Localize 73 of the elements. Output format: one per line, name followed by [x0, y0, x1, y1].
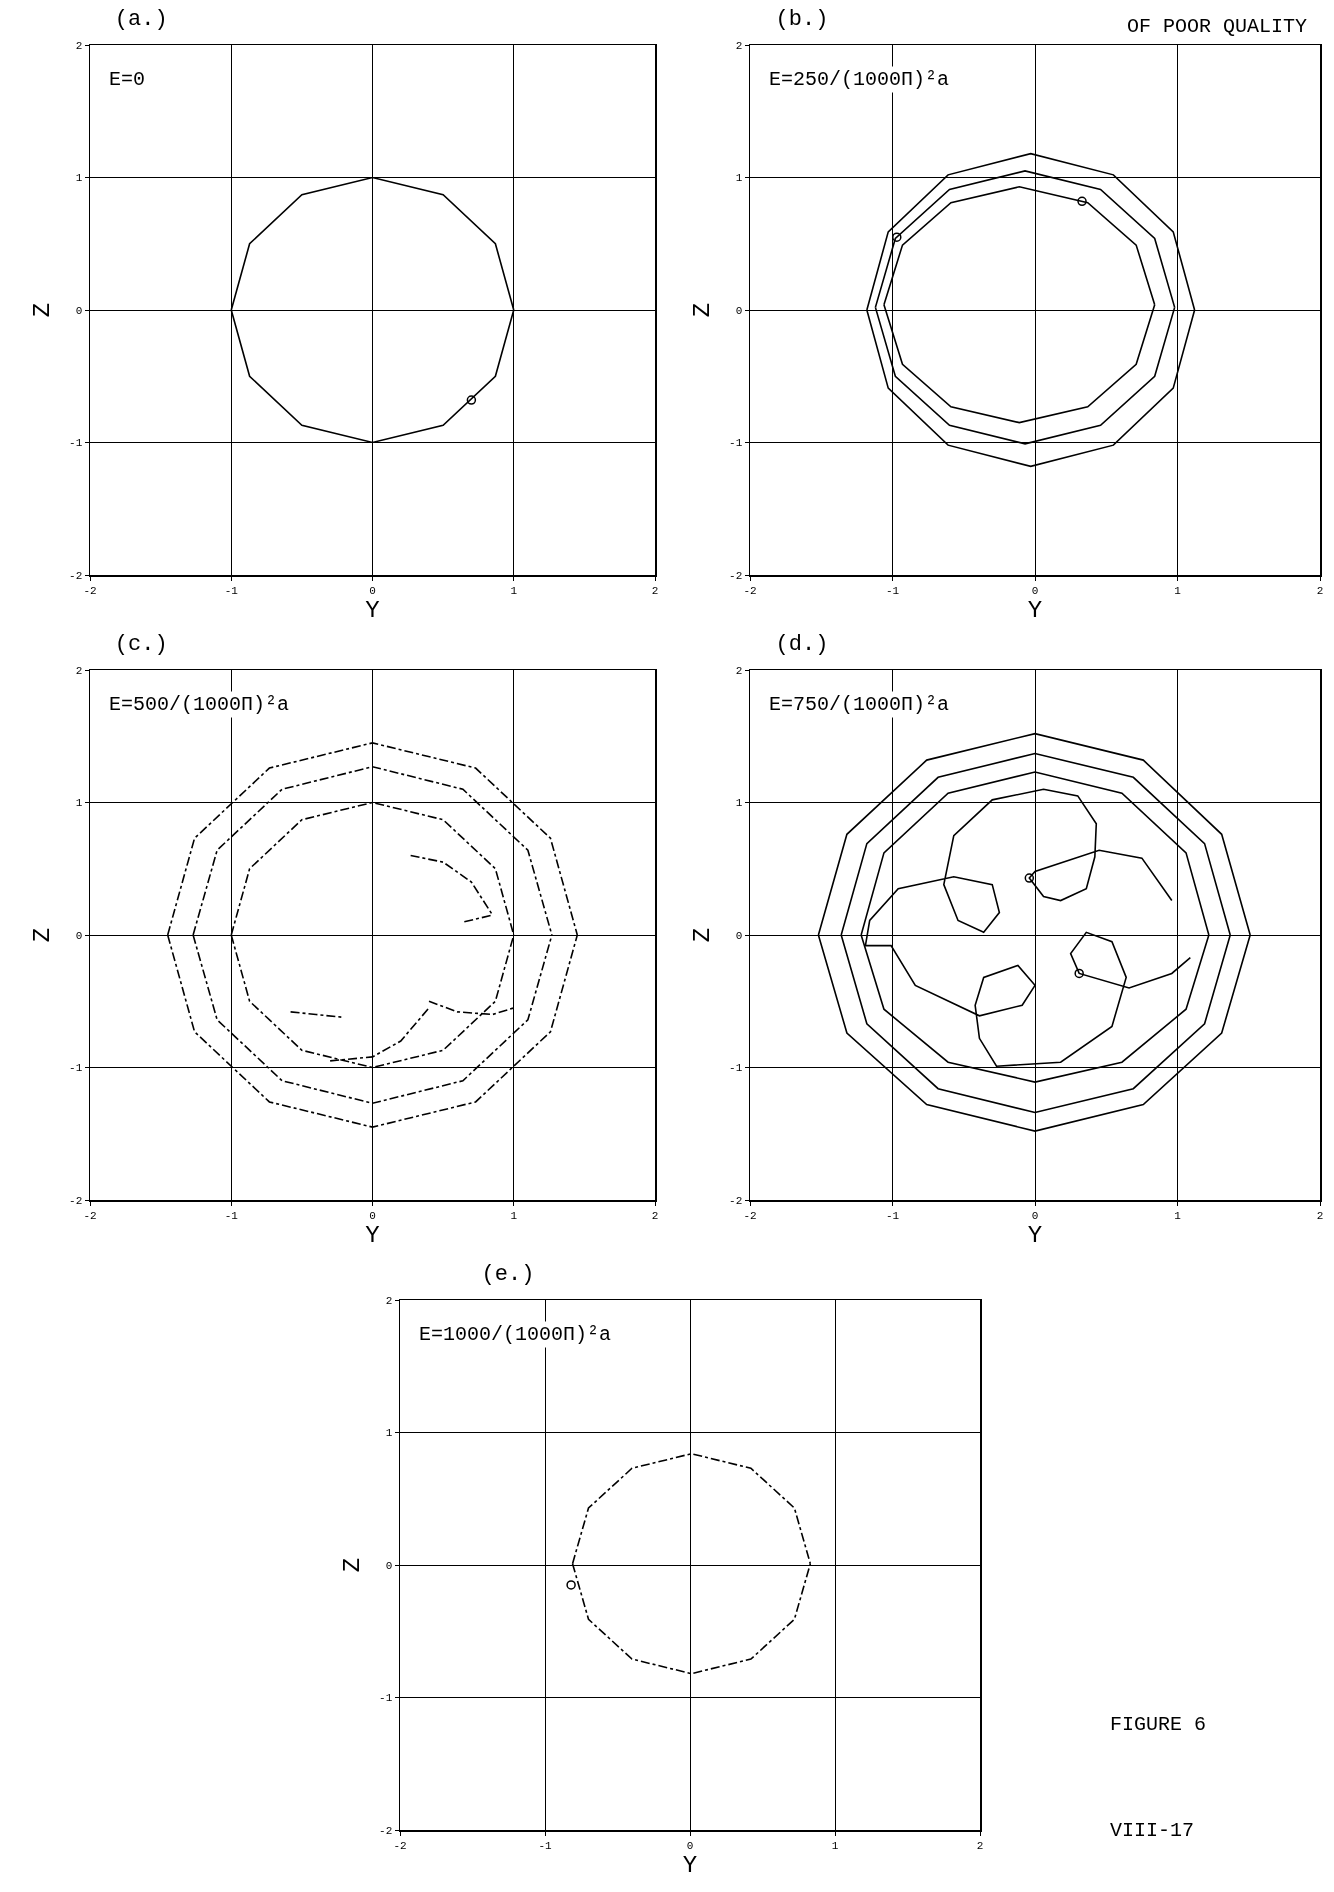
x-tick-label: 0 [369, 584, 376, 597]
y-tick-label: 2 [735, 664, 743, 677]
x-tick-label: -1 [885, 584, 900, 597]
x-axis-title: Y [365, 596, 380, 624]
y-axis-title: Z [339, 1557, 367, 1573]
x-tick-label: 2 [1316, 1209, 1324, 1222]
y-tick-label: 1 [75, 797, 83, 810]
chart-title: (b.) [775, 6, 829, 32]
y-tick-label: 1 [75, 172, 83, 185]
y-tick-label: -1 [729, 1062, 743, 1075]
annotation: E=750/(1000Π)²a [769, 693, 950, 716]
x-tick-label: -1 [224, 1209, 239, 1222]
x-tick-label: -2 [393, 1839, 407, 1852]
y-tick-label: 0 [735, 304, 743, 317]
x-tick-label: 1 [1174, 584, 1182, 597]
x-axis-title: Y [1027, 1221, 1043, 1249]
y-axis-title: Z [29, 302, 57, 318]
y-tick-label: -2 [69, 1194, 83, 1207]
y-tick-label: -2 [729, 1194, 743, 1207]
y-axis-title: Z [689, 302, 717, 318]
y-tick-label: -2 [69, 569, 83, 582]
caption: FIGURE 6 [1110, 1713, 1207, 1736]
y-tick-label: 0 [385, 1559, 393, 1572]
x-tick-label: -1 [538, 1839, 552, 1852]
chart-title: (d.) [775, 631, 829, 657]
y-tick-label: 2 [385, 1294, 393, 1307]
y-tick-label: -1 [379, 1692, 393, 1705]
annotation: E=0 [109, 68, 146, 91]
x-tick-label: 0 [369, 1209, 376, 1222]
text: VIII-17 [1110, 1819, 1195, 1842]
x-tick-label: 0 [686, 1839, 694, 1852]
y-tick-label: -1 [729, 437, 743, 450]
y-tick-label: -2 [729, 569, 743, 582]
x-tick-label: 1 [1174, 1209, 1182, 1222]
y-axis-title: Z [689, 927, 717, 943]
y-tick-label: 1 [735, 797, 743, 810]
y-tick-label: -2 [379, 1824, 393, 1837]
x-tick-label: -2 [743, 1209, 757, 1222]
y-tick-label: 0 [75, 929, 83, 942]
y-tick-label: 1 [735, 172, 743, 185]
y-tick-label: 1 [385, 1427, 393, 1440]
y-tick-label: -1 [69, 437, 83, 450]
x-tick-label: 0 [1031, 584, 1039, 597]
x-tick-label: -2 [83, 584, 97, 597]
annotation: E=500/(1000Π)²a [109, 693, 290, 716]
y-tick-label: -1 [69, 1062, 83, 1075]
x-axis-title: Y [1027, 596, 1043, 624]
x-tick-label: -1 [224, 584, 239, 597]
annotation: E=250/(1000Π)²a [769, 68, 950, 91]
x-tick-label: 2 [651, 1209, 659, 1222]
y-axis-title: Z [29, 927, 57, 943]
y-tick-label: 0 [75, 304, 83, 317]
x-tick-label: -2 [83, 1209, 97, 1222]
y-tick-label: 2 [75, 664, 83, 677]
annotation: E=1000/(1000Π)²a [419, 1323, 612, 1346]
x-tick-label: 2 [976, 1839, 984, 1852]
x-tick-label: 0 [1031, 1209, 1039, 1222]
x-tick-label: 2 [1316, 584, 1324, 597]
chart-title: (a.) [114, 6, 168, 32]
text: OF POOR QUALITY [1127, 15, 1308, 38]
x-tick-label: 2 [651, 584, 659, 597]
x-tick-label: 1 [510, 584, 518, 597]
x-axis-title: Y [365, 1221, 380, 1249]
x-axis-title: Y [682, 1851, 698, 1879]
y-tick-label: 2 [75, 39, 83, 52]
y-tick-label: 0 [735, 929, 743, 942]
chart-title: (e.) [481, 1261, 535, 1287]
y-tick-label: 2 [735, 39, 743, 52]
x-tick-label: -1 [885, 1209, 900, 1222]
chart-title: (c.) [114, 631, 168, 657]
x-tick-label: 1 [510, 1209, 518, 1222]
x-tick-label: 1 [831, 1839, 839, 1852]
x-tick-label: -2 [743, 584, 757, 597]
